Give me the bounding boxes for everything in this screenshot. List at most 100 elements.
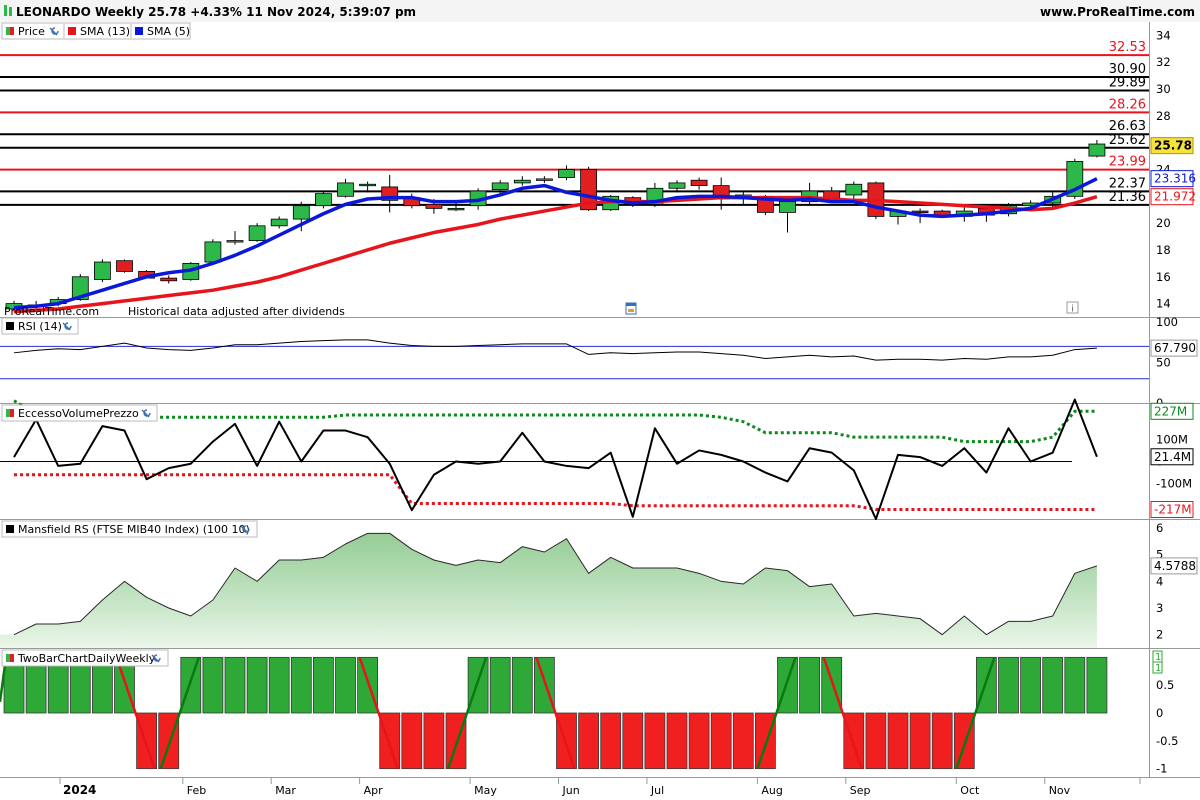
- mansfield-tick-label: 4: [1156, 574, 1163, 588]
- twobar-bar: [622, 712, 644, 770]
- price-tick-label: 30: [1156, 82, 1171, 96]
- twobar-bar: [312, 656, 334, 714]
- candle-body: [513, 179, 531, 184]
- price-tick-label: 14: [1156, 297, 1171, 311]
- price-level-label: 23.99: [1109, 155, 1146, 170]
- price-tick-label: 20: [1156, 216, 1171, 230]
- mansfield-area: [0, 533, 1097, 648]
- twobar-bar: [644, 712, 666, 770]
- price-tick-label: 34: [1156, 28, 1171, 42]
- twobar-bar: [224, 656, 246, 714]
- candle-body: [116, 260, 133, 272]
- legend-sma5[interactable]: SMA (5): [147, 25, 190, 38]
- twobar-bar: [202, 656, 224, 714]
- calendar-icon[interactable]: [625, 302, 637, 315]
- rsi-tick-label: 100: [1156, 315, 1178, 329]
- candles: [5, 140, 1106, 312]
- twobar-bar: [799, 656, 820, 714]
- twobar-transition: [115, 656, 156, 770]
- evp-upper-tag: 227M: [1154, 404, 1187, 418]
- twobar-bar: [290, 656, 312, 714]
- site-label: www.ProRealTime.com: [1040, 5, 1195, 19]
- price-tick-label: 28: [1156, 109, 1171, 123]
- mansfield-pane: [0, 532, 1098, 648]
- candle-body: [558, 169, 575, 178]
- info-icon[interactable]: i: [1066, 301, 1079, 315]
- twobar-tag: 1: [1155, 663, 1161, 674]
- header-icon: [4, 5, 12, 16]
- evp-pane: [0, 398, 1098, 520]
- twobar-bar: [335, 656, 356, 714]
- price-level-label: 21.36: [1109, 190, 1146, 205]
- month-label: Jun: [562, 784, 580, 797]
- evp-upper-tag-box: [1150, 402, 1194, 420]
- evp-lower-tag: -217M: [1154, 502, 1192, 516]
- sma5-line: [13, 177, 1098, 310]
- candle-body: [94, 261, 111, 280]
- year-label: 2024: [63, 783, 96, 797]
- twobar-legend: TwoBarChartDailyWeekly: [1, 649, 169, 667]
- evp-last-tag-box: [1150, 448, 1194, 466]
- mansfield-tick-label: 6: [1156, 521, 1163, 535]
- evp-lower-tag-box: [1150, 500, 1194, 518]
- value-tags: 25.78 23.316 21.972 67.790 227M 21.4M -217M 4.5…: [1150, 137, 1198, 674]
- evp-line: [13, 398, 1098, 520]
- twobar-transition: [159, 656, 200, 770]
- candle-body: [580, 169, 597, 211]
- evp-title[interactable]: EccessoVolumePrezzo: [18, 407, 139, 420]
- twobar-bar: [931, 712, 953, 770]
- twobar-bar: [401, 712, 423, 770]
- twobar-transition: [358, 656, 399, 770]
- twobar-bar: [268, 656, 290, 714]
- mansfield-title[interactable]: Mansfield RS (FTSE MIB40 Index) (100 10): [18, 523, 250, 536]
- month-label: Feb: [187, 784, 206, 797]
- price-level-label: 26.63: [1109, 119, 1146, 134]
- wrench-icon[interactable]: [141, 409, 151, 418]
- evp-legend: EccessoVolumePrezzo: [1, 404, 158, 422]
- wrench-icon[interactable]: [240, 525, 250, 534]
- mansfield-legend: Mansfield RS (FTSE MIB40 Index) (100 10): [1, 520, 258, 538]
- mansfield-line: [13, 532, 1098, 636]
- twobar-transition: [535, 656, 576, 770]
- price-level-label: 30.90: [1109, 62, 1146, 77]
- evp-tick-label: -100M: [1156, 477, 1192, 491]
- twobar-tick-label: -1: [1156, 762, 1167, 776]
- candle-body: [1088, 143, 1106, 157]
- wrench-icon[interactable]: [62, 322, 72, 331]
- sma5-tag-box: [1150, 170, 1194, 188]
- legend-price[interactable]: Price: [18, 25, 45, 38]
- twobar-bar: [887, 712, 909, 770]
- month-label: Nov: [1049, 784, 1071, 797]
- price-level-label: 25.62: [1109, 133, 1146, 148]
- candle-body: [668, 182, 686, 189]
- candle-body: [204, 241, 222, 263]
- rsi-tick-label: 50: [1156, 356, 1171, 370]
- price-level-label: 29.89: [1109, 76, 1146, 91]
- twobar-title[interactable]: TwoBarChartDailyWeekly: [17, 652, 156, 665]
- rsi-title[interactable]: RSI (14): [18, 320, 62, 333]
- month-label: Sep: [850, 784, 871, 797]
- twobar-bar: [1042, 656, 1064, 714]
- twobar-bar: [489, 656, 511, 714]
- twobar-tag-box: [1152, 661, 1163, 674]
- sma13-tag-box: [1150, 188, 1194, 206]
- rsi-tag-box: [1150, 339, 1198, 357]
- sma13-line: [13, 195, 1098, 314]
- wrench-icon[interactable]: [49, 27, 59, 36]
- legend-sma13[interactable]: SMA (13): [80, 25, 130, 38]
- wrench-icon[interactable]: [151, 654, 161, 663]
- mansfield-tick-label: 2: [1156, 628, 1163, 642]
- twobar-bar: [732, 712, 754, 770]
- twobar-bar: [710, 712, 732, 770]
- twobar-bar: [865, 712, 887, 770]
- twobar-bar: [688, 712, 710, 770]
- price-level-label: 32.53: [1109, 40, 1146, 55]
- twobar-tick-label: -0.5: [1156, 734, 1178, 748]
- twobar-bar: [1020, 656, 1041, 714]
- twobar-bar: [246, 656, 268, 714]
- candle-body: [690, 179, 708, 186]
- candle-body: [248, 225, 266, 241]
- candle-body: [536, 178, 553, 181]
- candle-body: [425, 203, 443, 209]
